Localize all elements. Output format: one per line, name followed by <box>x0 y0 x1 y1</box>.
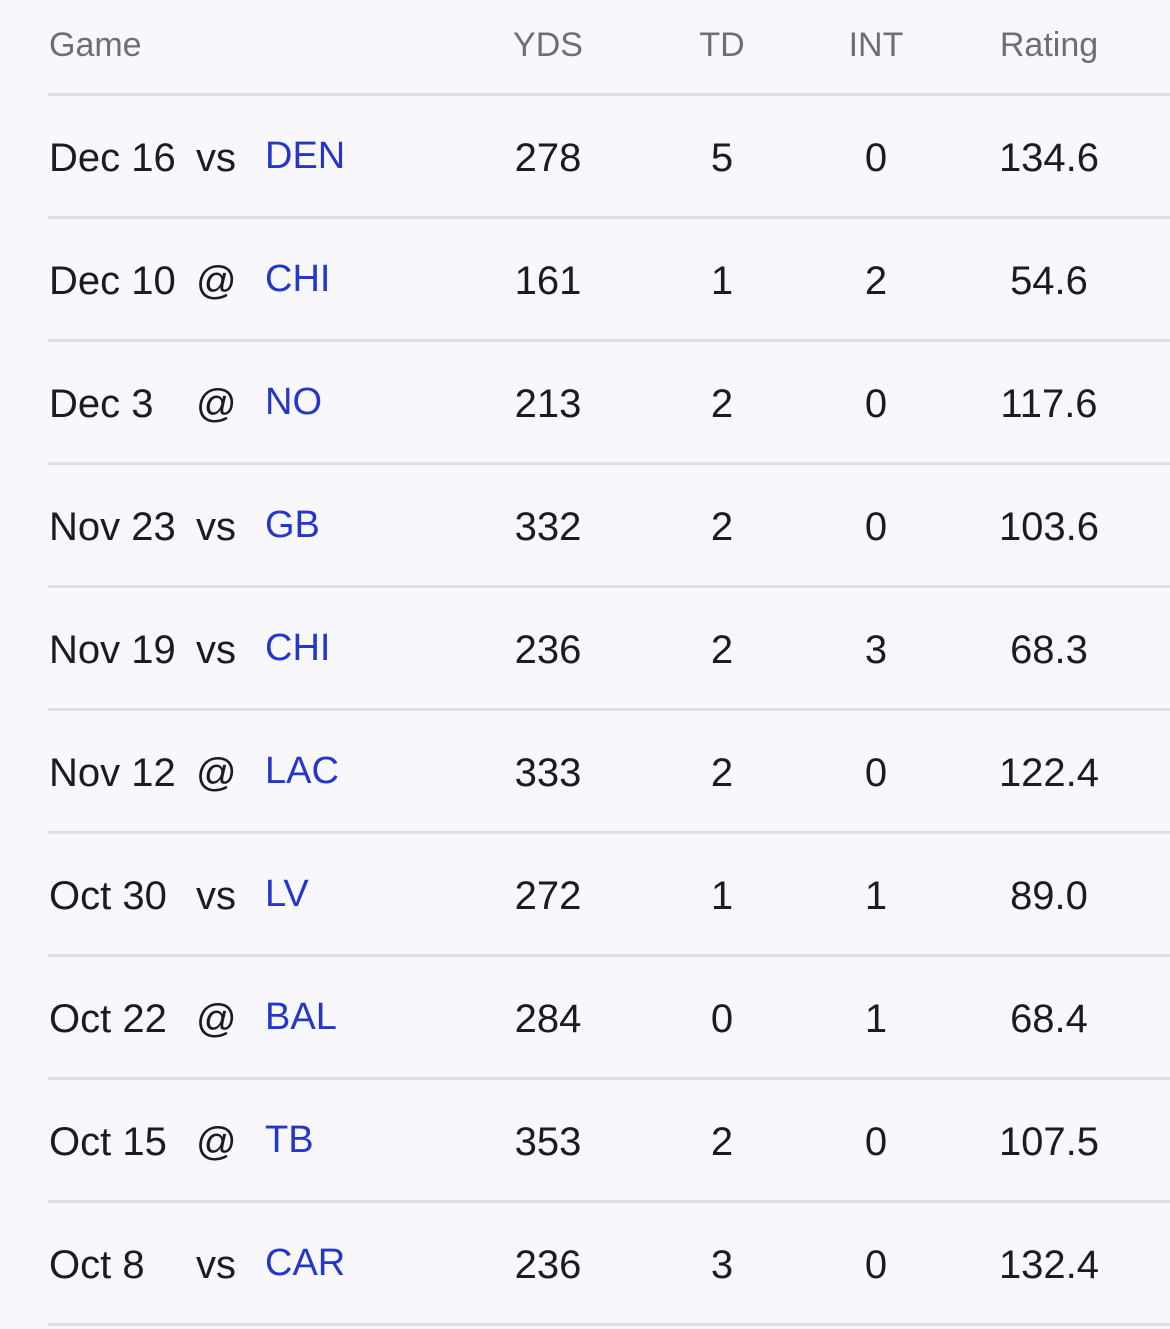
row-divider <box>48 462 1170 465</box>
yds-value: 278 <box>514 136 582 180</box>
game-location: vs <box>196 505 236 549</box>
game-date: Oct 30 <box>49 874 167 918</box>
rating-value: 68.4 <box>1010 997 1088 1041</box>
row-divider <box>48 954 1170 957</box>
int-value: 1 <box>864 874 888 918</box>
int-value: 1 <box>864 997 888 1041</box>
column-header-game[interactable]: Game <box>49 26 142 64</box>
rating-value: 89.0 <box>1010 874 1088 918</box>
column-header-td[interactable]: TD <box>699 26 745 64</box>
int-value: 0 <box>864 382 888 426</box>
column-header-rating[interactable]: Rating <box>999 26 1099 64</box>
opponent-link[interactable]: CAR <box>265 1242 346 1284</box>
rating-value: 117.6 <box>1000 382 1098 426</box>
opponent-link[interactable]: LV <box>265 873 309 915</box>
int-value: 3 <box>864 628 888 672</box>
table-row[interactable]: Nov 19 vs CHI 236 2 3 68.3 <box>0 587 1170 711</box>
game-date: Nov 19 <box>49 628 176 672</box>
td-value: 1 <box>710 874 734 918</box>
yds-value: 161 <box>514 259 582 303</box>
int-value: 0 <box>864 751 888 795</box>
table-row[interactable]: Oct 8 vs CAR 236 3 0 132.4 <box>0 1202 1170 1326</box>
rating-value: 103.6 <box>998 505 1100 549</box>
opponent-link[interactable]: CHI <box>265 627 331 669</box>
yds-value: 213 <box>514 382 582 426</box>
opponent-link[interactable]: DEN <box>265 135 346 177</box>
game-date: Dec 16 <box>49 136 176 180</box>
td-value: 5 <box>710 136 734 180</box>
row-divider <box>48 1323 1170 1326</box>
td-value: 2 <box>710 382 734 426</box>
opponent-link[interactable]: TB <box>265 1119 314 1161</box>
yds-value: 236 <box>514 628 582 672</box>
table-row[interactable]: Nov 23 vs GB 332 2 0 103.6 <box>0 464 1170 588</box>
rating-value: 122.4 <box>998 751 1100 795</box>
int-value: 0 <box>864 1243 888 1287</box>
int-value: 2 <box>864 259 888 303</box>
yds-value: 272 <box>514 874 582 918</box>
opponent-link[interactable]: LAC <box>265 750 339 792</box>
game-location: vs <box>196 874 236 918</box>
td-value: 3 <box>710 1243 734 1287</box>
row-divider <box>48 1200 1170 1203</box>
yds-value: 284 <box>514 997 582 1041</box>
column-header-int[interactable]: INT <box>848 26 904 64</box>
rating-value: 132.4 <box>998 1243 1100 1287</box>
row-divider <box>48 585 1170 588</box>
table-row[interactable]: Dec 10 @ CHI 161 1 2 54.6 <box>0 218 1170 342</box>
game-location: @ <box>196 751 237 795</box>
game-date: Oct 22 <box>49 997 167 1041</box>
td-value: 2 <box>710 1120 734 1164</box>
column-header-yds[interactable]: YDS <box>513 26 583 64</box>
yds-value: 353 <box>514 1120 582 1164</box>
row-divider <box>48 1077 1170 1080</box>
opponent-link[interactable]: GB <box>265 504 320 546</box>
td-value: 2 <box>710 505 734 549</box>
yds-value: 332 <box>514 505 582 549</box>
opponent-link[interactable]: BAL <box>265 996 337 1038</box>
table-row[interactable]: Oct 15 @ TB 353 2 0 107.5 <box>0 1079 1170 1203</box>
game-date: Oct 8 <box>49 1243 145 1287</box>
game-date: Dec 10 <box>49 259 176 303</box>
game-location: vs <box>196 628 236 672</box>
game-date: Nov 23 <box>49 505 176 549</box>
yds-value: 236 <box>514 1243 582 1287</box>
row-divider <box>48 339 1170 342</box>
td-value: 1 <box>710 259 734 303</box>
game-date: Nov 12 <box>49 751 176 795</box>
yds-value: 333 <box>514 751 582 795</box>
table-row[interactable]: Dec 16 vs DEN 278 5 0 134.6 <box>0 95 1170 219</box>
int-value: 0 <box>864 505 888 549</box>
game-location: @ <box>196 997 237 1041</box>
row-divider <box>48 831 1170 834</box>
table-row[interactable]: Nov 12 @ LAC 333 2 0 122.4 <box>0 710 1170 834</box>
game-location: vs <box>196 1243 236 1287</box>
opponent-link[interactable]: NO <box>265 381 322 423</box>
td-value: 2 <box>710 628 734 672</box>
table-header: Game YDS TD INT Rating <box>0 0 1170 96</box>
rating-value: 68.3 <box>1010 628 1088 672</box>
game-location: @ <box>196 382 237 426</box>
row-divider <box>48 216 1170 219</box>
row-divider <box>48 708 1170 711</box>
game-date: Dec 3 <box>49 382 154 426</box>
int-value: 0 <box>864 1120 888 1164</box>
table-row[interactable]: Oct 22 @ BAL 284 0 1 68.4 <box>0 956 1170 1080</box>
game-date: Oct 15 <box>49 1120 167 1164</box>
game-location: @ <box>196 259 237 303</box>
rating-value: 134.6 <box>998 136 1100 180</box>
td-value: 0 <box>710 997 734 1041</box>
rating-value: 54.6 <box>1010 259 1088 303</box>
opponent-link[interactable]: CHI <box>265 258 331 300</box>
int-value: 0 <box>864 136 888 180</box>
table-row[interactable]: Oct 30 vs LV 272 1 1 89.0 <box>0 833 1170 957</box>
table-row[interactable]: Dec 3 @ NO 213 2 0 117.6 <box>0 341 1170 465</box>
game-location: vs <box>196 136 236 180</box>
header-divider <box>48 93 1170 96</box>
game-location: @ <box>196 1120 237 1164</box>
td-value: 2 <box>710 751 734 795</box>
rating-value: 107.5 <box>998 1120 1100 1164</box>
